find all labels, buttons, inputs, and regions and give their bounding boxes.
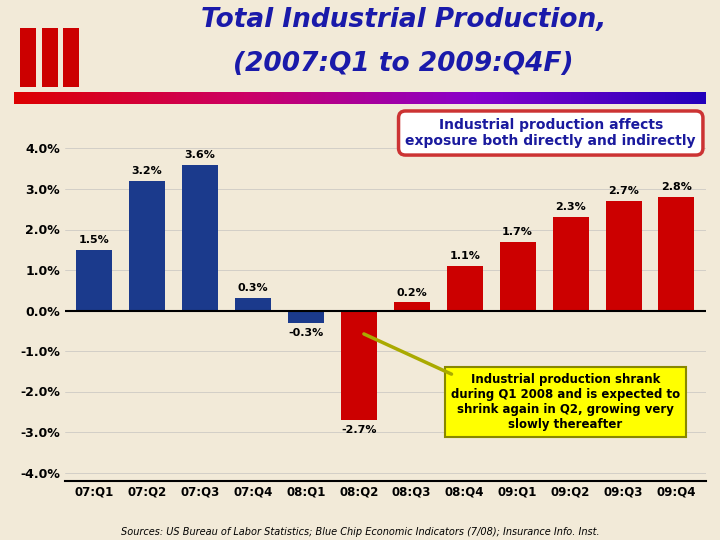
FancyBboxPatch shape (20, 64, 36, 87)
FancyBboxPatch shape (20, 46, 36, 87)
Bar (659, 197, 695, 310)
Text: 2.3%: 2.3% (555, 202, 586, 212)
FancyBboxPatch shape (42, 28, 58, 87)
Bar (288, 310, 324, 322)
FancyBboxPatch shape (42, 64, 58, 87)
Bar (76, 249, 112, 310)
FancyBboxPatch shape (42, 46, 58, 87)
FancyBboxPatch shape (63, 46, 79, 87)
Text: 1.5%: 1.5% (78, 235, 109, 245)
Text: 3.6%: 3.6% (184, 150, 215, 160)
FancyBboxPatch shape (63, 28, 79, 87)
Bar (129, 181, 165, 310)
Text: 2.8%: 2.8% (661, 182, 692, 192)
Bar (552, 217, 588, 310)
Text: -2.7%: -2.7% (341, 424, 377, 435)
FancyBboxPatch shape (20, 28, 36, 87)
Bar (500, 241, 536, 310)
Text: 1.7%: 1.7% (502, 227, 533, 237)
Text: 0.2%: 0.2% (396, 287, 427, 298)
Bar (606, 201, 642, 310)
Bar (182, 165, 218, 310)
Text: -0.3%: -0.3% (288, 327, 323, 338)
Text: Sources: US Bureau of Labor Statistics; Blue Chip Economic Indicators (7/08); In: Sources: US Bureau of Labor Statistics; … (121, 527, 599, 537)
Text: 0.3%: 0.3% (238, 284, 268, 293)
Text: (2007:Q1 to 2009:Q4F): (2007:Q1 to 2009:Q4F) (233, 51, 573, 77)
Bar (446, 266, 482, 310)
FancyBboxPatch shape (63, 64, 79, 87)
Text: Industrial production affects
exposure both directly and indirectly: Industrial production affects exposure b… (405, 118, 696, 148)
Bar (394, 302, 430, 310)
Bar (341, 310, 377, 420)
Text: Total Industrial Production,: Total Industrial Production, (201, 7, 606, 33)
Text: Industrial production shrank
during Q1 2008 and is expected to
shrink again in Q: Industrial production shrank during Q1 2… (451, 373, 680, 431)
Text: 1.1%: 1.1% (449, 251, 480, 261)
Text: 3.2%: 3.2% (132, 166, 162, 176)
Text: 2.7%: 2.7% (608, 186, 639, 196)
Bar (235, 298, 271, 310)
